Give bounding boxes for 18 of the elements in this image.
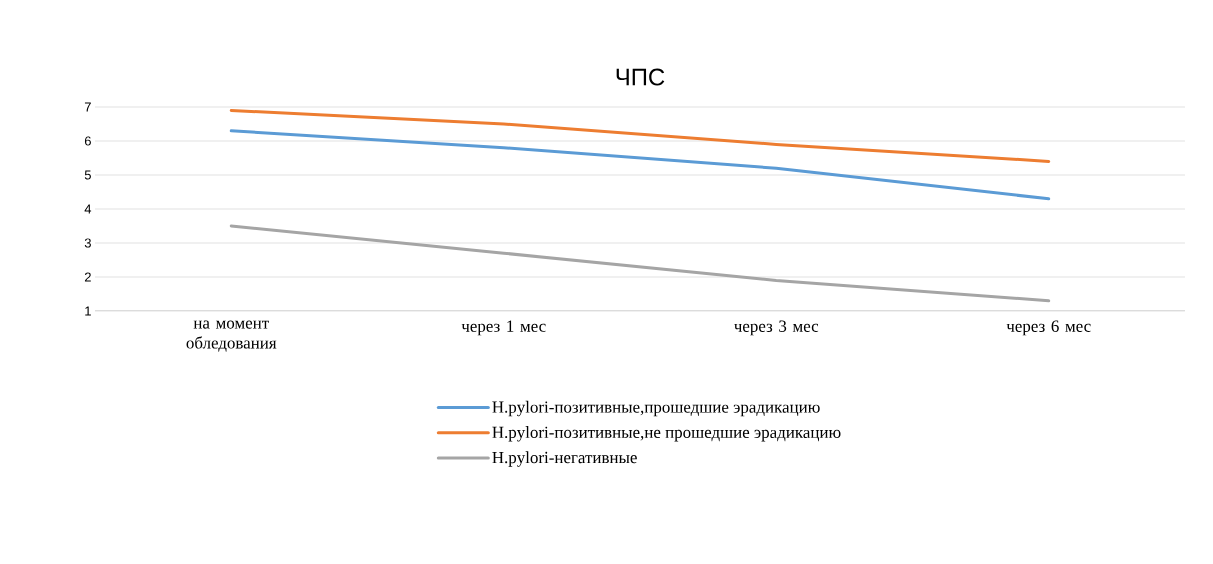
x-tick-label: на момент обледования — [186, 320, 277, 352]
legend-label: H.pylori-позитивные,прошедшие эрадикацию — [492, 400, 820, 417]
legend-label: H.pylori-позитивные,не прошедшие эрадикацию — [492, 426, 841, 442]
y-tick-label: 4 — [84, 204, 92, 214]
line-series — [229, 108, 1051, 163]
chart-title: ЧПС — [616, 68, 665, 86]
legend-label: H.pylori-негативные — [492, 451, 637, 467]
line-series — [229, 129, 1051, 201]
y-tick-label: 6 — [84, 136, 91, 146]
line-series — [229, 224, 1051, 303]
x-tick-label: через 6 мес — [1006, 320, 1091, 336]
y-tick-label: 5 — [84, 170, 91, 180]
y-tick-label: 7 — [84, 102, 91, 112]
x-tick-label: через 3 мес — [734, 320, 819, 336]
y-tick-label: 1 — [85, 306, 91, 316]
y-tick-label: 3 — [84, 238, 91, 248]
y-tick-label: 2 — [84, 272, 91, 282]
x-tick-label: через 1 мес — [461, 320, 546, 336]
